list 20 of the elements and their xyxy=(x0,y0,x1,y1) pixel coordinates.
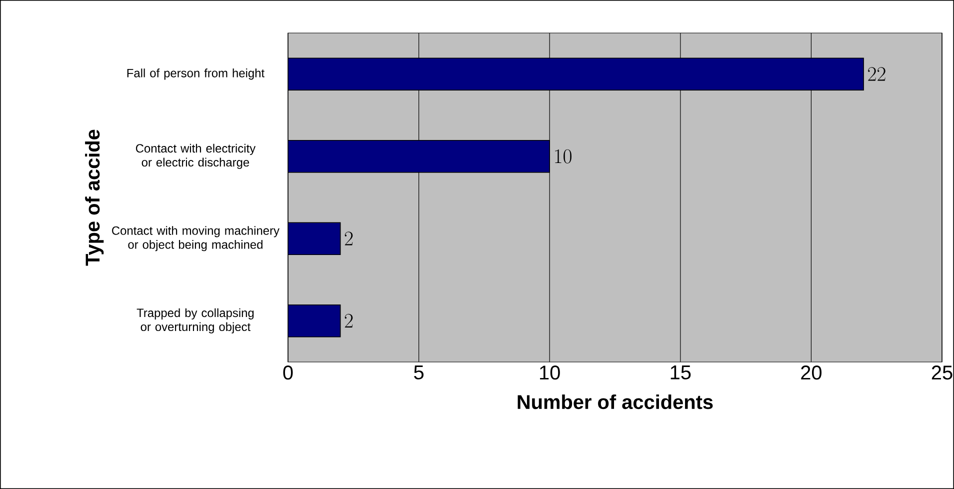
bar xyxy=(288,140,550,173)
y-axis-title: Type of accide xyxy=(85,130,104,266)
y-tick-label: Contact with electricity or electric discharge xyxy=(136,144,256,169)
data-label: 2 xyxy=(344,232,353,246)
data-label: 10 xyxy=(555,149,572,164)
y-tick-label: Fall of person from height xyxy=(127,68,264,80)
bar xyxy=(288,304,341,338)
x-tick-label: 0 xyxy=(283,366,293,380)
bar xyxy=(288,58,864,91)
x-tick-label: 5 xyxy=(414,366,424,380)
x-tick-label: 25 xyxy=(932,366,952,380)
x-axis-title: Number of accidents xyxy=(518,394,713,410)
y-tick-label: Trapped by collapsing or overturning object xyxy=(136,308,254,334)
data-label: 2 xyxy=(344,314,353,328)
y-tick-label: Contact with moving machinery or object being machined xyxy=(112,226,280,252)
x-tick-label: 15 xyxy=(670,366,691,380)
x-tick-label: 20 xyxy=(801,366,822,380)
data-label: 22 xyxy=(868,67,886,81)
x-tick-label: 10 xyxy=(540,366,560,380)
bar xyxy=(288,222,341,256)
